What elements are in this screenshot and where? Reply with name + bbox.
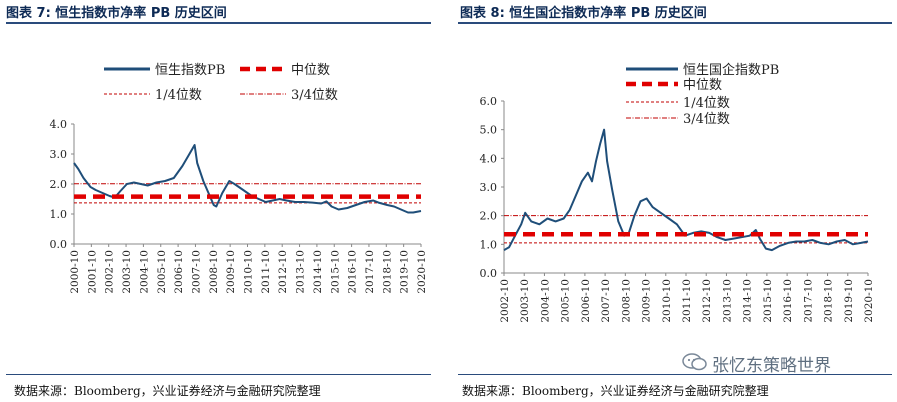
x-tick-label: 2013-10 [295, 250, 307, 294]
x-tick-label: 2004-10 [138, 250, 150, 294]
y-tick-label: 4.0 [480, 152, 498, 165]
right-title-rule [458, 22, 892, 24]
y-tick-label: 2.0 [50, 178, 68, 191]
left-chart-title: 图表 7: 恒生指数市净率 PB 历史区间 [6, 6, 227, 21]
x-tick-label: 2020-10 [863, 279, 875, 323]
x-tick-label: 2019-10 [843, 279, 855, 323]
x-tick-label: 2015-10 [762, 279, 774, 323]
x-tick-label: 2007-10 [600, 279, 612, 323]
legend-series-label: 恒生指数PB [155, 63, 225, 78]
y-tick-label: 3.0 [50, 148, 68, 161]
x-tick-label: 2018-10 [823, 279, 835, 323]
right-chart-title: 图表 8: 恒生国企指数市净率 PB 历史区间 [460, 6, 707, 21]
wechat-icon [682, 353, 707, 371]
x-tick-label: 2002-10 [104, 250, 116, 294]
y-tick-label: 6.0 [480, 95, 498, 108]
x-tick-label: 2005-10 [156, 250, 168, 294]
y-tick-label: 0.0 [480, 267, 498, 280]
legend-q1-label: 1/4位数 [683, 96, 730, 111]
x-tick-label: 2014-10 [742, 279, 754, 323]
x-tick-label: 2009-10 [641, 279, 653, 323]
x-tick-label: 2008-10 [620, 279, 632, 323]
x-tick-label: 2003-10 [519, 279, 531, 323]
x-tick-label: 2012-10 [701, 279, 713, 323]
x-tick-label: 2019-10 [399, 250, 411, 294]
x-tick-label: 2010-10 [661, 279, 673, 323]
x-tick-label: 2015-10 [329, 250, 341, 294]
legend-median-label: 中位数 [683, 78, 722, 93]
x-tick-label: 2010-10 [243, 250, 255, 294]
y-tick-label: 1.0 [480, 238, 498, 251]
x-tick-label: 2014-10 [312, 250, 324, 294]
right-hscei-pb-chart: 0.0 1.0 2.0 3.0 4.0 5.0 6.0 2002-10 2003-10 2004-… [480, 62, 876, 323]
x-tick-label: 2008-10 [208, 250, 220, 294]
x-tick-label: 2003-10 [121, 250, 133, 294]
x-tick-label: 2012-10 [277, 250, 289, 294]
y-tick-label: 0.0 [50, 238, 68, 251]
left-title-rule [6, 22, 431, 24]
y-tick-label: 2.0 [480, 210, 498, 223]
left-hsi-pb-chart: 0.0 1.0 2.0 3.0 4.0 2000-10 2001-10 2002-10 2003… [50, 63, 429, 294]
x-tick-label: 2005-10 [560, 279, 572, 323]
x-tick-label: 2011-10 [260, 250, 272, 294]
x-tick-label: 2017-10 [364, 250, 376, 294]
x-tick-label: 2000-10 [69, 250, 81, 294]
watermark-text: 张忆东策略世界 [712, 356, 831, 376]
y-tick-label: 1.0 [50, 208, 68, 221]
right-source-note: 数据来源：Bloomberg，兴业证券经济与金融研究院整理 [462, 384, 769, 398]
left-source-rule [6, 374, 431, 375]
right-source-rule [458, 374, 892, 375]
legend-q3-label: 3/4位数 [291, 88, 338, 103]
x-tick-label: 2016-10 [782, 279, 794, 323]
x-tick-label: 2007-10 [190, 250, 202, 294]
x-tick-label: 2001-10 [86, 250, 98, 294]
x-tick-label: 2004-10 [539, 279, 551, 323]
x-tick-label: 2016-10 [347, 250, 359, 294]
legend-q3-label: 3/4位数 [683, 112, 730, 127]
x-tick-label: 2020-10 [416, 250, 428, 294]
y-tick-label: 5.0 [480, 124, 498, 137]
pb-series-line [73, 144, 422, 214]
x-tick-label: 2018-10 [381, 250, 393, 294]
pb-series-line [503, 128, 869, 252]
y-tick-label: 4.0 [50, 118, 68, 131]
x-tick-label: 2006-10 [580, 279, 592, 323]
x-tick-label: 2017-10 [802, 279, 814, 323]
x-tick-label: 2013-10 [721, 279, 733, 323]
left-source-note: 数据来源：Bloomberg，兴业证券经济与金融研究院整理 [14, 384, 321, 398]
x-tick-label: 2006-10 [173, 250, 185, 294]
legend-series-label: 恒生国企指数PB [683, 62, 779, 78]
x-tick-label: 2011-10 [681, 279, 693, 323]
x-tick-label: 2002-10 [499, 279, 511, 323]
x-tick-label: 2009-10 [225, 250, 237, 294]
legend-median-label: 中位数 [291, 63, 330, 78]
legend-q1-label: 1/4位数 [155, 88, 202, 103]
y-tick-label: 3.0 [480, 181, 498, 194]
